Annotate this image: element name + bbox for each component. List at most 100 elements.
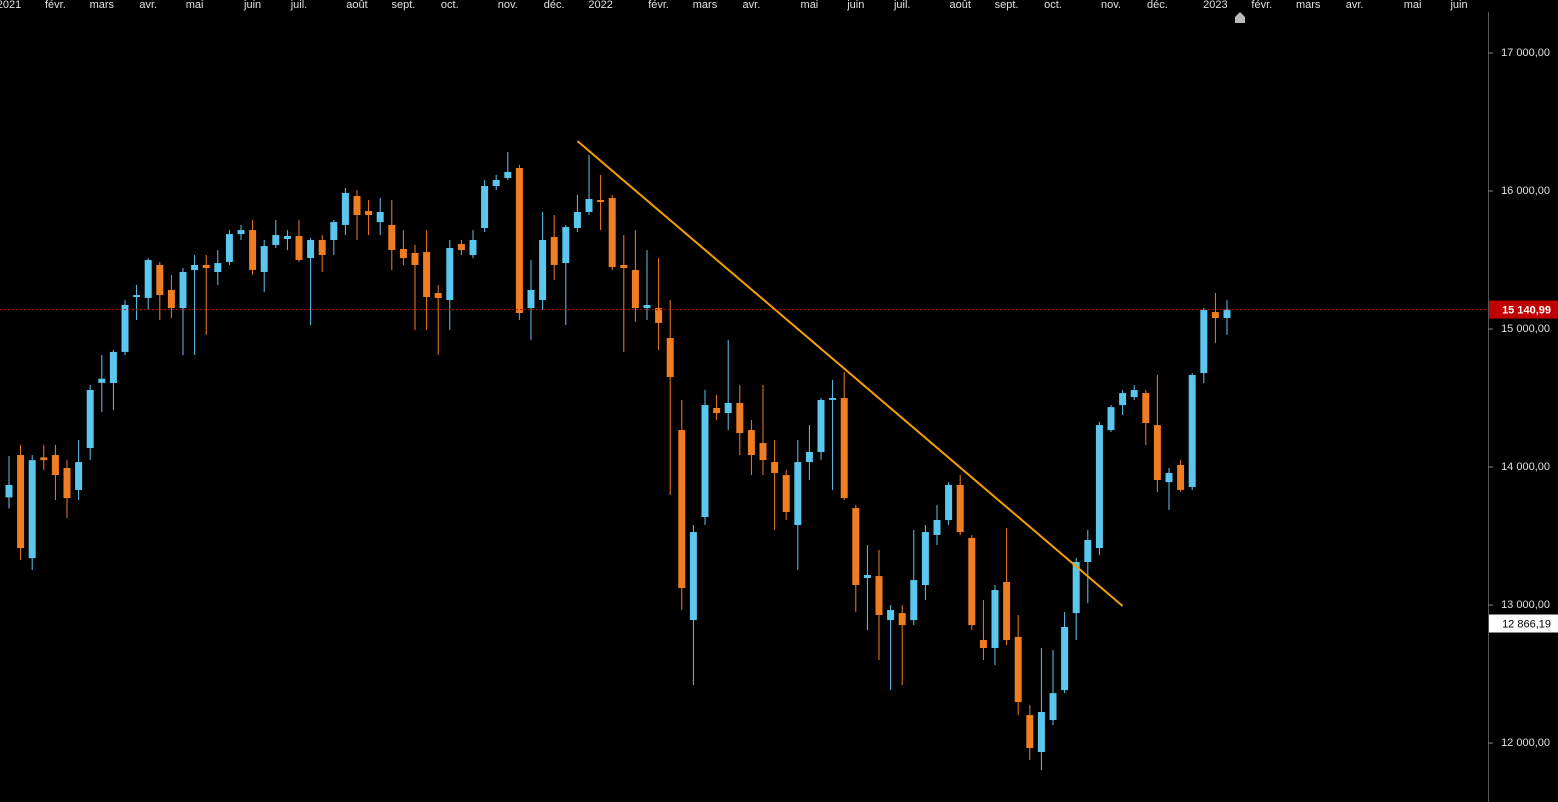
candle-body [318,240,326,256]
candle-body [249,230,257,270]
candle-body [341,192,349,225]
candle-body [666,337,674,378]
candle-body [1072,561,1080,614]
candle-body [1153,425,1161,481]
candle-body [469,240,477,256]
y-tick-label: 13 000,00 [1501,599,1550,611]
price-tag [1489,614,1558,633]
x-tick-label: 2023 [1203,0,1227,11]
candles [5,151,1231,771]
candle-body [481,186,489,228]
x-tick-label: août [346,0,367,11]
candle-body [1188,374,1196,488]
x-tick-label: août [949,0,970,11]
candle-body [805,451,813,463]
candle-body [933,520,941,535]
candle-body [585,199,593,212]
candle-body [550,236,558,265]
candle-body [388,224,396,250]
candle-body [1084,540,1092,562]
candle-body [504,171,512,179]
candle-body [1200,309,1208,374]
candle-body [191,264,199,271]
candle-body [945,484,953,521]
candle-body [527,289,535,309]
candle-body [167,289,175,309]
candle-body [353,195,361,216]
price-tag-label: 15 140,99 [1502,304,1551,316]
candle-body [330,222,338,241]
candle-body [1211,312,1219,318]
x-tick-label: mars [693,0,718,11]
candle-body [956,484,964,533]
y-tick-label: 17 000,00 [1501,47,1550,59]
candle-body [701,405,709,517]
candle-body [376,211,384,223]
candle-body [782,475,790,513]
candle-body [1037,712,1045,753]
candle-body [399,248,407,259]
x-tick-label: juin [1449,0,1467,11]
candle-body [307,240,315,259]
candle-body [283,235,291,240]
candle-body [1130,390,1138,398]
x-tick-label: juin [846,0,864,11]
x-tick-label: avr. [1346,0,1364,11]
x-tick-label: nov. [1101,0,1121,11]
x-tick-label: avr. [743,0,761,11]
x-tick-label: nov. [498,0,518,11]
candle-body [562,227,570,264]
candle-body [875,576,883,615]
price-tag-label: 12 866,19 [1502,618,1551,630]
candle-body [631,269,639,309]
y-tick-label: 14 000,00 [1501,461,1550,473]
candle-body [202,264,210,269]
x-tick-label: 2021 [0,0,21,11]
candle-body [17,455,25,549]
candle-body [492,179,500,187]
candle-body [840,398,848,499]
x-tick-label: mars [90,0,115,11]
candle-body [991,590,999,648]
candle-body [1119,393,1127,406]
candle-body [457,244,465,251]
x-tick-label: févr. [45,0,66,11]
x-tick-label: mai [1404,0,1422,11]
candle-body [724,402,732,414]
candle-body [678,430,686,589]
candle-body [5,484,13,498]
x-tick-label: déc. [1147,0,1168,11]
candle-body [1095,425,1103,549]
x-tick-label: 2022 [588,0,612,11]
candle-body [655,308,663,323]
candle-body [921,532,929,586]
candle-body [898,613,906,626]
candle-body [1107,407,1115,431]
candle-body [434,292,442,298]
candle-body [736,402,744,434]
candle-body [40,457,48,461]
candle-body [1061,626,1069,691]
candle-body [643,305,651,309]
candle-body [1003,582,1011,640]
candle-body [771,462,779,473]
y-tick-label: 16 000,00 [1501,185,1550,197]
x-tick-label: juil. [290,0,308,11]
candle-body [423,252,431,298]
candle-body [979,639,987,648]
candle-body [86,390,94,448]
candle-body [121,305,129,352]
candle-body [1026,715,1034,749]
candle-body [539,240,547,301]
candle-body [133,295,141,298]
price-tag [1489,300,1558,319]
candle-body [794,462,802,526]
candle-body [237,230,245,235]
candle-body [63,468,71,499]
home-icon[interactable] [1235,12,1245,23]
candle-body [156,264,164,296]
candle-body [887,610,895,621]
candle-body [1177,464,1185,490]
candle-body [260,246,268,273]
